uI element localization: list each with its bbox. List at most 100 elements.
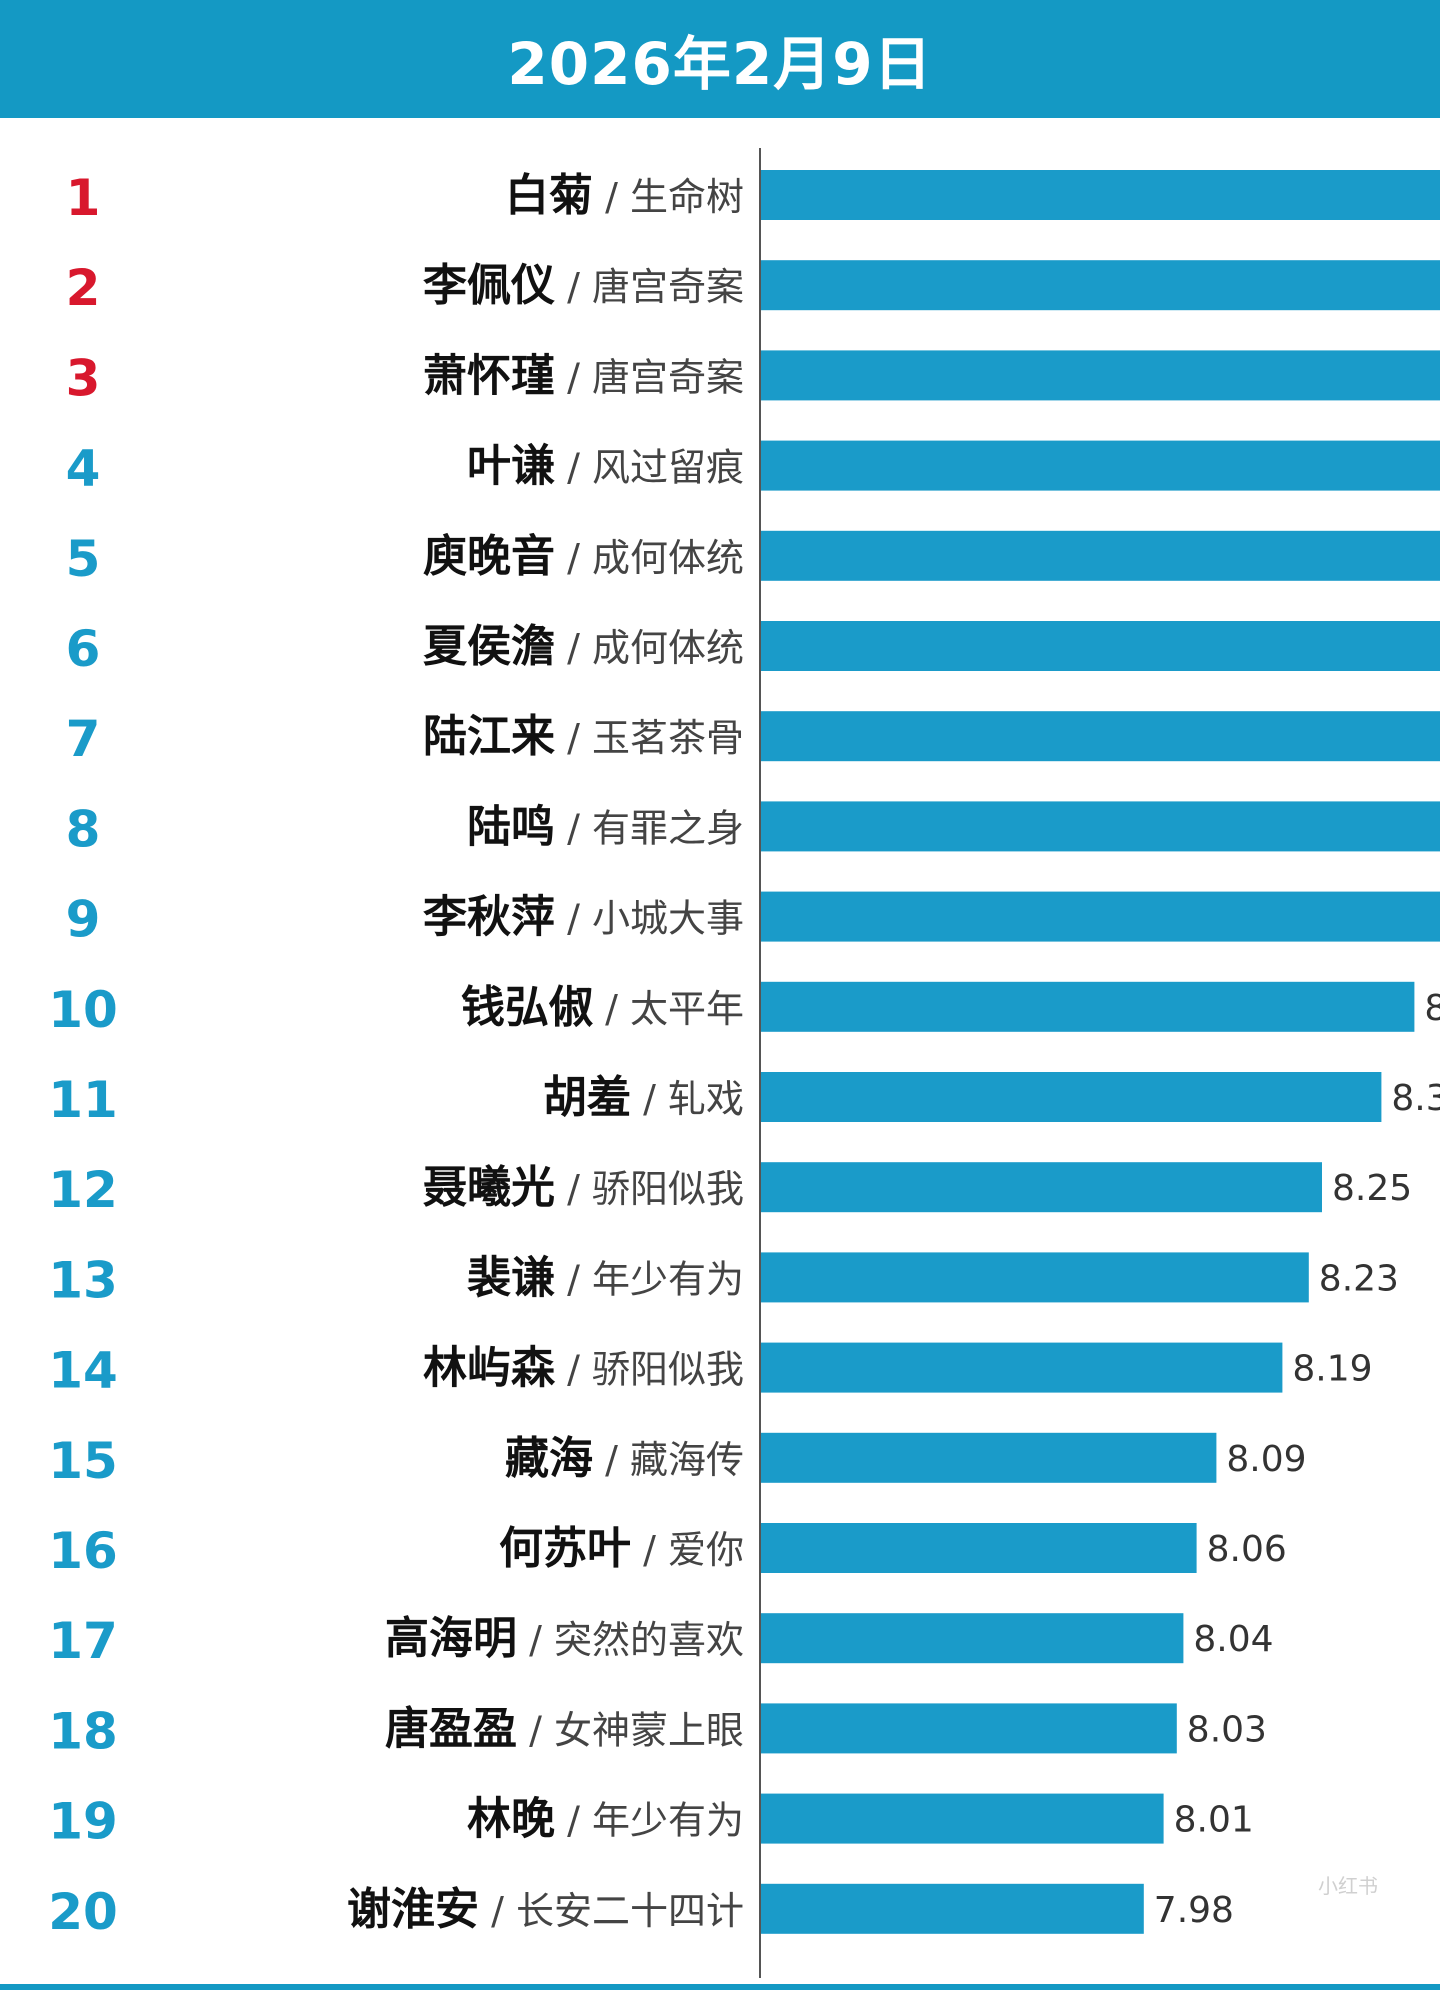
rank-label: 1 — [66, 169, 101, 227]
row-label: 高海明 / 突然的喜欢 — [385, 1613, 744, 1664]
row-label: 何苏叶 / 爱你 — [499, 1523, 744, 1574]
ranking-bar-chart: 1白菊 / 生命树9.092李佩仪 / 唐宫奇案9.073萧怀瑾 / 唐宫奇案8… — [48, 148, 1440, 1978]
bar — [761, 1252, 1309, 1303]
rank-label: 14 — [48, 1342, 118, 1400]
person-name: 陆鸣 — [467, 801, 555, 852]
row-label: 胡羞 / 轧戏 — [543, 1072, 744, 1123]
show-title: 突然的喜欢 — [554, 1618, 744, 1662]
row-label: 唐盈盈 / 女神蒙上眼 — [385, 1703, 744, 1754]
value-label: 8.04 — [1193, 1619, 1273, 1660]
bar — [761, 801, 1440, 852]
row-label: 谢淮安 / 长安二十四计 — [347, 1884, 744, 1935]
rank-label: 15 — [48, 1432, 118, 1490]
rank-label: 13 — [48, 1251, 118, 1309]
bar — [761, 260, 1440, 311]
separator: / — [555, 897, 592, 941]
person-name: 唐盈盈 — [385, 1703, 517, 1754]
bar — [761, 350, 1440, 401]
rank-label: 9 — [66, 891, 101, 949]
show-title: 唐宫奇案 — [592, 355, 744, 399]
separator: / — [555, 446, 592, 490]
show-title: 太平年 — [630, 987, 744, 1031]
person-name: 李秋萍 — [423, 892, 555, 943]
bar — [761, 711, 1440, 762]
value-label: 8.25 — [1332, 1168, 1412, 1209]
bar — [761, 440, 1440, 491]
chart-header: 2026年2月9日 — [0, 0, 1440, 118]
show-title: 年少有为 — [592, 1257, 744, 1301]
footer-divider — [0, 1984, 1440, 1990]
value-label: 8.03 — [1187, 1709, 1267, 1750]
person-name: 夏侯澹 — [423, 621, 555, 672]
rank-label: 8 — [66, 800, 101, 858]
rank-label: 11 — [48, 1071, 118, 1129]
rank-label: 3 — [66, 349, 101, 407]
person-name: 庾晚音 — [423, 531, 555, 582]
person-name: 谢淮安 — [347, 1884, 479, 1935]
separator: / — [555, 265, 592, 309]
show-title: 女神蒙上眼 — [554, 1708, 744, 1752]
separator: / — [479, 1889, 516, 1933]
value-label: 8.34 — [1391, 1078, 1440, 1119]
row-label: 李秋萍 / 小城大事 — [423, 892, 744, 943]
row-label: 夏侯澹 / 成何体统 — [423, 621, 744, 672]
show-title: 骄阳似我 — [592, 1167, 744, 1211]
separator: / — [555, 1799, 592, 1843]
rank-label: 7 — [66, 710, 101, 768]
bar — [761, 170, 1440, 220]
separator: / — [593, 1438, 630, 1482]
show-title: 有罪之身 — [592, 806, 744, 850]
bar — [761, 1162, 1322, 1213]
separator: / — [555, 1167, 592, 1211]
person-name: 白菊 — [505, 170, 593, 221]
show-title: 藏海传 — [630, 1438, 744, 1482]
bar — [761, 1072, 1382, 1122]
row-label: 林晚 / 年少有为 — [467, 1794, 744, 1845]
show-title: 骄阳似我 — [592, 1348, 744, 1392]
rank-label: 12 — [48, 1161, 118, 1219]
person-name: 林屿森 — [423, 1343, 556, 1394]
person-name: 裴谦 — [467, 1252, 555, 1303]
rank-label: 5 — [66, 530, 101, 588]
bar — [761, 1793, 1164, 1844]
rank-label: 18 — [48, 1702, 118, 1760]
rank-label: 19 — [48, 1793, 118, 1851]
separator: / — [631, 1077, 668, 1121]
row-label: 裴谦 / 年少有为 — [467, 1252, 744, 1303]
separator: / — [555, 716, 592, 760]
show-title: 玉茗茶骨 — [592, 716, 744, 760]
rank-label: 17 — [48, 1612, 118, 1670]
show-title: 风过留痕 — [592, 446, 744, 490]
bar — [761, 621, 1440, 671]
row-label: 萧怀瑾 / 唐宫奇案 — [423, 350, 744, 401]
person-name: 林晚 — [467, 1794, 555, 1845]
separator: / — [555, 1348, 592, 1392]
page-title: 2026年2月9日 — [507, 30, 933, 98]
person-name: 高海明 — [385, 1613, 517, 1664]
separator: / — [517, 1708, 554, 1752]
separator: / — [555, 355, 592, 399]
person-name: 叶谦 — [467, 441, 555, 492]
show-title: 小城大事 — [592, 897, 744, 941]
value-label: 8.19 — [1292, 1349, 1372, 1390]
person-name: 钱弘俶 — [461, 982, 593, 1033]
row-label: 聂曦光 / 骄阳似我 — [423, 1162, 744, 1213]
row-label: 叶谦 / 风过留痕 — [467, 441, 744, 492]
bar — [761, 530, 1440, 581]
watermark-text: 小红书 — [1318, 1874, 1378, 1898]
row-label: 钱弘俶 / 太平年 — [461, 982, 744, 1033]
separator: / — [593, 987, 630, 1031]
rank-label: 16 — [48, 1522, 118, 1580]
bar — [761, 1883, 1144, 1934]
person-name: 萧怀瑾 — [423, 350, 555, 401]
separator: / — [593, 175, 630, 219]
bar — [761, 1613, 1184, 1664]
show-title: 成何体统 — [592, 536, 744, 580]
rank-label: 20 — [48, 1883, 118, 1941]
person-name: 何苏叶 — [499, 1523, 631, 1574]
rank-label: 2 — [66, 259, 101, 317]
rank-label: 4 — [66, 440, 101, 498]
value-label: 8.01 — [1174, 1800, 1254, 1841]
bar — [761, 981, 1415, 1032]
person-name: 聂曦光 — [423, 1162, 555, 1213]
